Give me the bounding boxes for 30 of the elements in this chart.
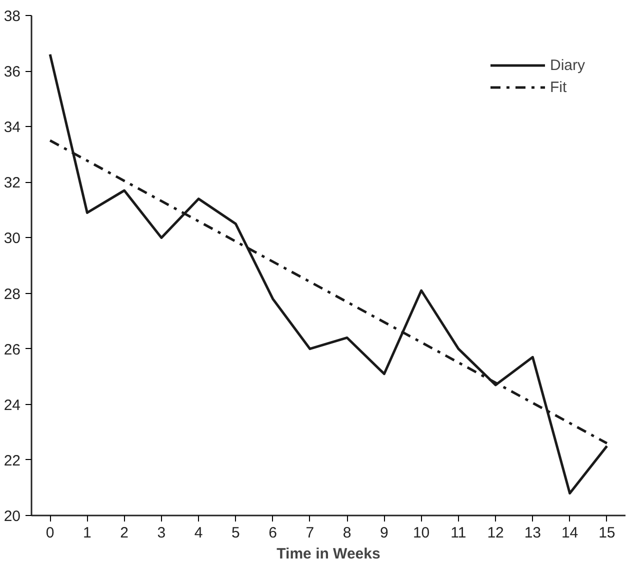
- x-axis-title: Time in Weeks: [276, 546, 380, 562]
- x-tick-label: 0: [46, 524, 54, 542]
- y-tick-label: 20: [4, 508, 21, 525]
- y-tick-label: 36: [4, 64, 21, 81]
- x-tick-label: 6: [268, 524, 277, 542]
- x-tick-label: 4: [194, 524, 203, 542]
- y-tick-label: 28: [4, 286, 21, 303]
- x-tick-label: 14: [561, 524, 578, 542]
- x-tick-label: 11: [450, 524, 466, 542]
- y-tick-label: 38: [4, 8, 21, 25]
- x-tick-label: 12: [487, 524, 504, 542]
- x-tick-label: 7: [306, 524, 314, 542]
- x-tick-label: 9: [380, 524, 388, 542]
- x-tick-label: 10: [412, 524, 430, 542]
- y-tick-label: 24: [4, 396, 21, 414]
- y-tick-label: 32: [4, 174, 21, 192]
- y-tick-label: 22: [4, 452, 21, 470]
- y-tick-label: 30: [4, 230, 21, 248]
- x-tick-label: 2: [120, 524, 128, 542]
- x-tick-label: 15: [598, 524, 616, 542]
- x-tick-label: 5: [232, 524, 240, 542]
- legend-label: Diary: [550, 56, 585, 74]
- y-tick-label: 26: [4, 341, 21, 358]
- x-tick-label: 1: [83, 524, 92, 542]
- x-tick-label: 3: [157, 524, 166, 542]
- line-series: [48, 53, 608, 495]
- y-tick-label: 34: [4, 119, 21, 136]
- x-tick-label: 13: [524, 524, 542, 542]
- x-tick-label: 8: [342, 524, 352, 542]
- legend-label: Fit: [550, 78, 568, 96]
